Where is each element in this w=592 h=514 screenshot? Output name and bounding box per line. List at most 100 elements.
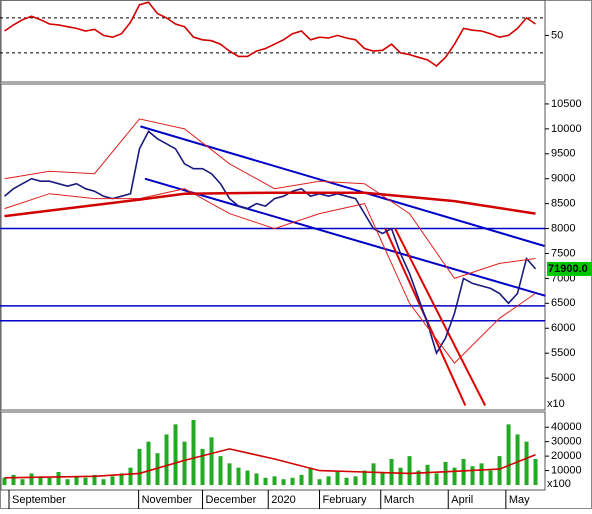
- series-line: [4, 118, 536, 279]
- volume-bar: [497, 456, 502, 485]
- volume-bar: [272, 476, 277, 485]
- volume-bar: [263, 477, 268, 485]
- trend-line: [394, 228, 487, 406]
- last-price-label: 71900.0: [548, 263, 588, 275]
- series-line: [4, 191, 536, 218]
- volume-bar: [353, 476, 358, 485]
- volume-bar: [362, 470, 367, 485]
- y-tick-label: 10000: [551, 123, 582, 135]
- volume-bar: [173, 424, 178, 485]
- pane: [0, 411, 546, 491]
- pane: [0, 0, 546, 83]
- volume-bar: [290, 477, 295, 485]
- y-tick-label: 30000: [551, 436, 582, 448]
- x-tick-label: September: [12, 494, 66, 506]
- volume-bar: [20, 479, 25, 485]
- y-tick-label: 10500: [551, 98, 582, 110]
- volume-bar: [74, 476, 79, 485]
- volume-bar: [128, 467, 133, 485]
- series-line: [4, 1, 536, 68]
- volume-bar: [146, 441, 151, 485]
- axis-unit: x10: [547, 398, 565, 410]
- volume-bar: [488, 470, 493, 485]
- volume-bar: [236, 467, 241, 485]
- volume-bar: [461, 459, 466, 485]
- volume-bar: [29, 473, 34, 485]
- y-tick-label: 50: [551, 29, 563, 41]
- volume-bar: [443, 461, 448, 485]
- volume-bar: [137, 448, 142, 485]
- volume-bar: [200, 448, 205, 485]
- series-line: [3, 130, 537, 356]
- x-tick-label: May: [509, 494, 530, 506]
- volume-bar: [83, 477, 88, 485]
- y-tick-label: 8500: [551, 198, 575, 210]
- volume-bar: [317, 479, 322, 485]
- volume-bar: [11, 474, 16, 485]
- volume-bar: [218, 456, 223, 485]
- volume-bar: [470, 466, 475, 485]
- volume-bar: [101, 479, 106, 485]
- volume-bar: [47, 477, 52, 485]
- y-tick-label: 7500: [551, 247, 575, 259]
- volume-bar: [389, 459, 394, 485]
- x-tick-label: 2020: [271, 494, 295, 506]
- x-tick-label: December: [206, 494, 257, 506]
- volume-bar: [254, 473, 259, 485]
- y-tick-label: 9500: [551, 148, 575, 160]
- series-line: [4, 448, 536, 479]
- volume-bar: [110, 476, 115, 485]
- x-tick-label: April: [451, 494, 473, 506]
- volume-bar: [38, 476, 43, 485]
- volume-bar: [209, 437, 214, 485]
- y-tick-label: 8000: [551, 222, 575, 234]
- y-tick-label: 10000: [551, 464, 582, 476]
- volume-bar: [56, 472, 61, 485]
- x-tick-label: March: [384, 494, 415, 506]
- volume-bar: [425, 464, 430, 485]
- volume-bar: [281, 479, 286, 485]
- volume-bar: [119, 473, 124, 485]
- volume-bar: [227, 463, 232, 485]
- volume-bar: [380, 472, 385, 485]
- y-tick-label: 20000: [551, 450, 582, 462]
- volume-bar: [515, 434, 520, 485]
- last-price-box: [547, 261, 592, 276]
- volume-bar: [164, 434, 169, 485]
- x-tick-label: November: [142, 494, 193, 506]
- volume-bar: [398, 467, 403, 485]
- trend-line: [140, 125, 545, 247]
- volume-bar: [344, 477, 349, 485]
- x-tick-label: February: [323, 494, 368, 506]
- volume-bar: [434, 473, 439, 485]
- y-tick-label: 40000: [551, 421, 582, 433]
- volume-bar: [245, 470, 250, 485]
- axis-unit: x100: [547, 478, 571, 490]
- y-tick-label: 6000: [551, 322, 575, 334]
- volume-bar: [533, 459, 538, 485]
- volume-bar: [308, 467, 313, 485]
- volume-bar: [524, 441, 529, 485]
- volume-bar: [407, 456, 412, 485]
- volume-bar: [92, 474, 97, 485]
- pane: [0, 83, 546, 411]
- volume-bar: [299, 474, 304, 485]
- volume-bar: [479, 463, 484, 485]
- volume-bar: [335, 472, 340, 485]
- volume-bar: [452, 467, 457, 485]
- volume-bar: [326, 476, 331, 485]
- volume-bar: [371, 463, 376, 485]
- trend-line: [144, 177, 546, 297]
- y-tick-label: 5000: [551, 372, 575, 384]
- volume-bar: [182, 441, 187, 485]
- y-tick-label: 5500: [551, 347, 575, 359]
- y-tick-label: 6500: [551, 297, 575, 309]
- volume-bar: [155, 453, 160, 485]
- volume-bar: [65, 479, 70, 485]
- series-line: [4, 188, 536, 364]
- volume-bar: [191, 420, 196, 485]
- volume-bar: [506, 424, 511, 485]
- volume-bar: [2, 477, 7, 485]
